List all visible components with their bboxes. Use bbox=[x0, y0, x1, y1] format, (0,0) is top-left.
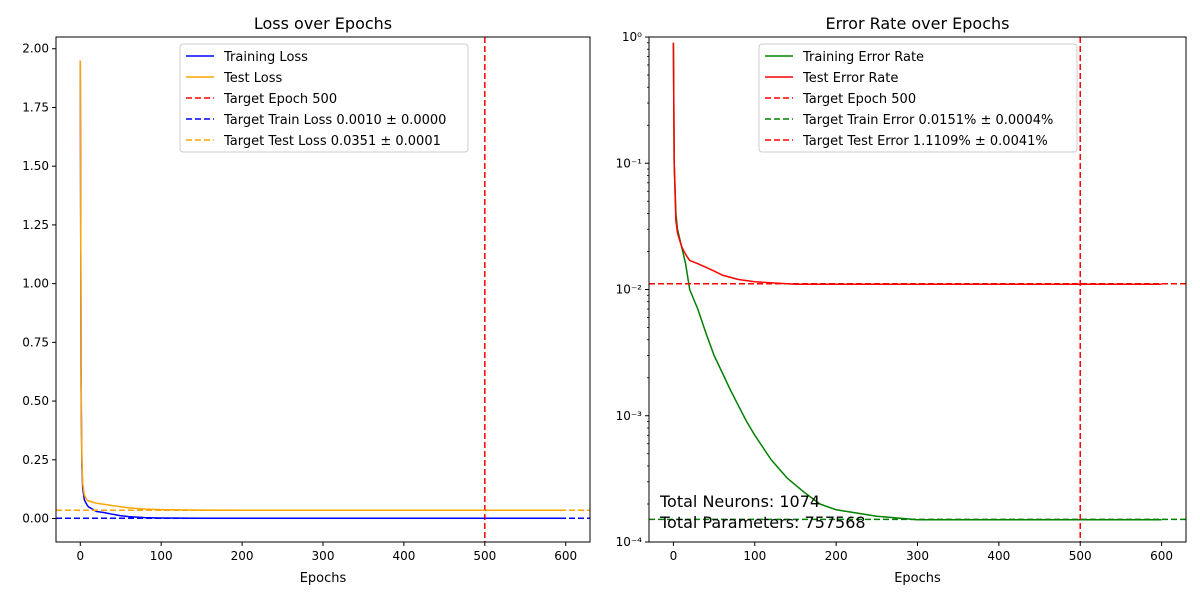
legend-box bbox=[758, 43, 1078, 153]
x-tick-label: 500 bbox=[1069, 549, 1092, 563]
y-tick-label: 10⁻¹ bbox=[616, 156, 643, 170]
legend-label: Test Loss bbox=[223, 71, 282, 86]
x-tick-label: 200 bbox=[231, 549, 254, 563]
x-tick-label: 500 bbox=[473, 549, 496, 563]
legend-label: Training Error Rate bbox=[802, 50, 924, 65]
x-tick-label: 600 bbox=[1150, 549, 1173, 563]
x-tick-label: 200 bbox=[825, 549, 848, 563]
legend: Training Error Rate Test Error Rate Target… bbox=[758, 43, 1078, 153]
x-tick-label: 400 bbox=[987, 549, 1010, 563]
y-tick-label: 2.00 bbox=[22, 42, 49, 56]
x-tick-label: 300 bbox=[906, 549, 929, 563]
legend-label: Target Epoch 500 bbox=[802, 92, 916, 107]
y-tick-label: 1.25 bbox=[22, 218, 49, 232]
x-tick-label: 0 bbox=[76, 549, 84, 563]
legend-box bbox=[179, 43, 469, 153]
chart-title: Error Rate over Epochs bbox=[826, 14, 1010, 33]
axes-frame bbox=[55, 36, 591, 543]
loss-chart: Loss over Epochs 0 100 200 300 400 500 600 Epoch… bbox=[22, 14, 591, 586]
legend-label: Target Epoch 500 bbox=[223, 92, 337, 107]
error-rate-chart: Error Rate over Epochs 0 100 200 300 400 500 60… bbox=[616, 14, 1187, 586]
legend: Training Loss Test Loss Target Epoch 500 Ta… bbox=[179, 43, 469, 153]
y-tick-label: 0.50 bbox=[22, 394, 49, 408]
chart-title: Loss over Epochs bbox=[254, 14, 392, 33]
y-tick-label: 0.00 bbox=[22, 512, 49, 526]
legend-label: Target Test Error 1.1109% ± 0.0041% bbox=[802, 134, 1048, 149]
y-tick-label: 1.50 bbox=[22, 159, 49, 173]
x-tick-label: 100 bbox=[743, 549, 766, 563]
x-axis-label: Epochs bbox=[300, 571, 347, 586]
y-tick-label: 0.25 bbox=[22, 453, 49, 467]
y-tick-label: 10⁻² bbox=[616, 283, 643, 297]
y-tick-label: 10⁻⁴ bbox=[616, 535, 643, 549]
y-tick-label: 0.75 bbox=[22, 335, 49, 349]
legend-label: Target Train Loss 0.0010 ± 0.0000 bbox=[223, 113, 446, 128]
legend-label: Target Train Error 0.0151% ± 0.0004% bbox=[802, 113, 1053, 128]
x-tick-label: 300 bbox=[312, 549, 335, 563]
x-tick-label: 600 bbox=[554, 549, 577, 563]
x-axis-label: Epochs bbox=[894, 571, 941, 586]
x-tick-label: 100 bbox=[150, 549, 173, 563]
legend-label: Test Error Rate bbox=[802, 71, 898, 86]
y-tick-label: 10⁰ bbox=[622, 30, 642, 44]
plot-area bbox=[79, 60, 566, 520]
y-tick-label: 1.75 bbox=[22, 100, 49, 114]
annotation-text: Total Parameters: 757568 bbox=[659, 513, 866, 532]
annotation-text: Total Neurons: 1074 bbox=[659, 492, 820, 511]
series-line-test-error-rate bbox=[672, 42, 1162, 286]
axes-frame bbox=[648, 36, 1187, 543]
y-tick-label: 1.00 bbox=[22, 277, 49, 291]
x-tick-label: 0 bbox=[670, 549, 678, 563]
series-line-test-loss bbox=[79, 60, 566, 512]
legend-label: Training Loss bbox=[223, 50, 308, 65]
y-tick-label: 10⁻³ bbox=[616, 409, 643, 423]
x-tick-label: 400 bbox=[392, 549, 415, 563]
legend-label: Target Test Loss 0.0351 ± 0.0001 bbox=[223, 134, 441, 149]
